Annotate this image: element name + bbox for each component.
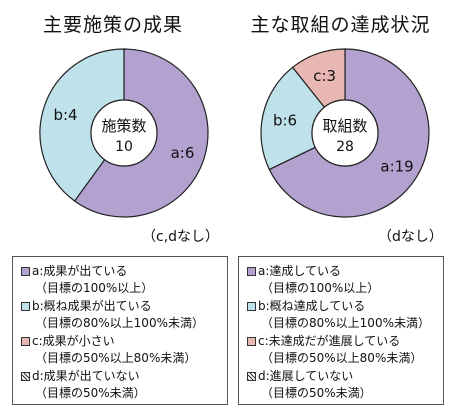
chart-title-initiatives: 主な取組の達成状況 bbox=[250, 14, 431, 36]
donut-chart-main-measures: a:6 b:4 施策数 10 bbox=[39, 48, 209, 218]
legend-item: c:未達成だが進展している （目標の50%以上80%未満） bbox=[247, 333, 435, 367]
legend-swatch bbox=[247, 302, 256, 311]
legend-label: c:成果が小さい bbox=[32, 334, 115, 348]
slice-label-c: c:3 bbox=[313, 67, 336, 85]
legend-swatch bbox=[21, 372, 30, 381]
legend-item: a:達成している （目標の100%以上） bbox=[247, 263, 435, 297]
legend-item: d:進展していない （目標の50%未満） bbox=[247, 368, 435, 402]
legend-swatch bbox=[21, 267, 30, 276]
center-value: 28 bbox=[336, 139, 354, 155]
legend-swatch bbox=[21, 337, 30, 346]
slice-label-a: a:19 bbox=[380, 158, 413, 176]
slice-label-a: a:6 bbox=[171, 144, 195, 162]
legend-item: b:概ね成果が出ている （目標の80%以上100%未満） bbox=[21, 298, 219, 332]
legend-sublabel: （目標の50%未満） bbox=[35, 386, 146, 400]
legend-item: b:概ね達成している （目標の80%以上100%未満） bbox=[247, 298, 435, 332]
legend-initiatives: a:達成している （目標の100%以上） b:概ね達成している （目標の80%以上10… bbox=[238, 256, 444, 405]
center-value: 10 bbox=[115, 139, 133, 155]
legend-label: b:概ね成果が出ている bbox=[32, 299, 152, 313]
center-label: 取組数 bbox=[322, 117, 367, 135]
legend-sublabel: （目標の50%以上80%未満） bbox=[35, 351, 197, 365]
legend-sublabel: （目標の80%以上100%未満） bbox=[35, 316, 204, 330]
legend-label: a:成果が出ている bbox=[32, 264, 128, 278]
center-label: 施策数 bbox=[101, 117, 146, 135]
legend-label: d:進展していない bbox=[258, 369, 354, 383]
legend-item: d:成果が出ていない （目標の50%未満） bbox=[21, 368, 219, 402]
legend-item: c:成果が小さい （目標の50%以上80%未満） bbox=[21, 333, 219, 367]
legend-item: a:成果が出ている （目標の100%以上） bbox=[21, 263, 219, 297]
legend-main-measures: a:成果が出ている （目標の100%以上） b:概ね成果が出ている （目標の80%以上… bbox=[12, 256, 228, 405]
chart-note-main-measures: （c,dなし） bbox=[142, 229, 220, 245]
legend-swatch bbox=[247, 337, 256, 346]
legend-sublabel: （目標の100%以上） bbox=[35, 281, 154, 295]
slice-label-b: b:4 bbox=[53, 106, 77, 124]
donut-hole bbox=[90, 99, 158, 167]
legend-sublabel: （目標の80%以上100%未満） bbox=[261, 316, 430, 330]
donut-hole bbox=[311, 99, 379, 167]
legend-sublabel: （目標の50%未満） bbox=[261, 386, 372, 400]
donut-chart-initiatives: a:19 b:6 c:3 取組数 28 bbox=[260, 48, 430, 218]
legend-label: a:達成している bbox=[258, 264, 342, 278]
legend-swatch bbox=[21, 302, 30, 311]
legend-label: b:概ね達成している bbox=[258, 299, 366, 313]
chart-note-initiatives: （dなし） bbox=[378, 229, 443, 245]
legend-swatch bbox=[247, 267, 256, 276]
legend-swatch bbox=[247, 372, 256, 381]
legend-sublabel: （目標の50%以上80%未満） bbox=[261, 351, 423, 365]
chart-title-main-measures: 主要施策の成果 bbox=[42, 14, 183, 36]
legend-label: d:成果が出ていない bbox=[32, 369, 140, 383]
legend-sublabel: （目標の100%以上） bbox=[261, 281, 380, 295]
legend-label: c:未達成だが進展している bbox=[258, 334, 401, 348]
slice-label-b: b:6 bbox=[273, 111, 297, 129]
